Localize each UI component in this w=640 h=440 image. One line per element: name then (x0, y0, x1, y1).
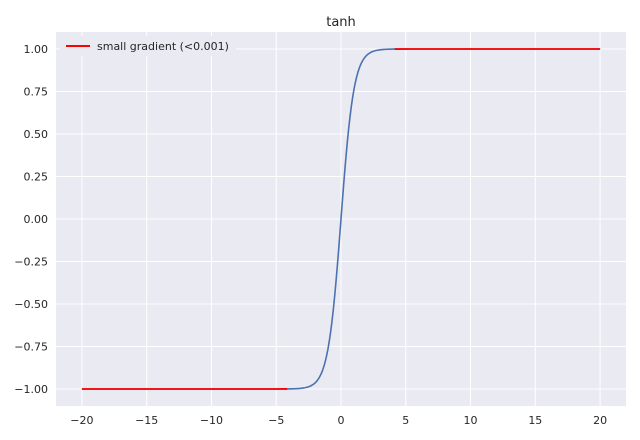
y-tick-label: 0.25 (24, 171, 49, 184)
x-tick-label: 20 (593, 414, 607, 427)
y-tick-label: −0.25 (14, 256, 48, 269)
x-tick-label: 10 (464, 414, 478, 427)
x-tick-label: −20 (70, 414, 93, 427)
x-tick-label: −10 (200, 414, 223, 427)
legend-box (60, 36, 236, 56)
x-tick-labels: −20 −15 −10 −5 0 5 10 15 20 (70, 414, 607, 427)
y-tick-label: −0.75 (14, 341, 48, 354)
series-layer (81, 48, 601, 390)
y-tick-label: 1.00 (24, 43, 49, 56)
x-tick-label: 15 (528, 414, 542, 427)
y-tick-label: 0.50 (24, 128, 49, 141)
x-tick-label: −5 (268, 414, 284, 427)
y-tick-label: 0.75 (24, 86, 49, 99)
y-tick-labels: 1.00 0.75 0.50 0.25 0.00 −0.25 −0.50 −0.75 −1.00 (14, 43, 48, 396)
x-tick-label: −15 (135, 414, 158, 427)
y-tick-label: −0.50 (14, 298, 48, 311)
y-tick-label: −1.00 (14, 383, 48, 396)
x-tick-label: 0 (338, 414, 345, 427)
chart-title: tanh (326, 15, 356, 30)
legend-label-small-gradient: small gradient (<0.001) (97, 40, 229, 53)
legend: small gradient (<0.001) (60, 36, 236, 56)
y-tick-label: 0.00 (24, 213, 49, 226)
x-tick-label: 5 (402, 414, 409, 427)
